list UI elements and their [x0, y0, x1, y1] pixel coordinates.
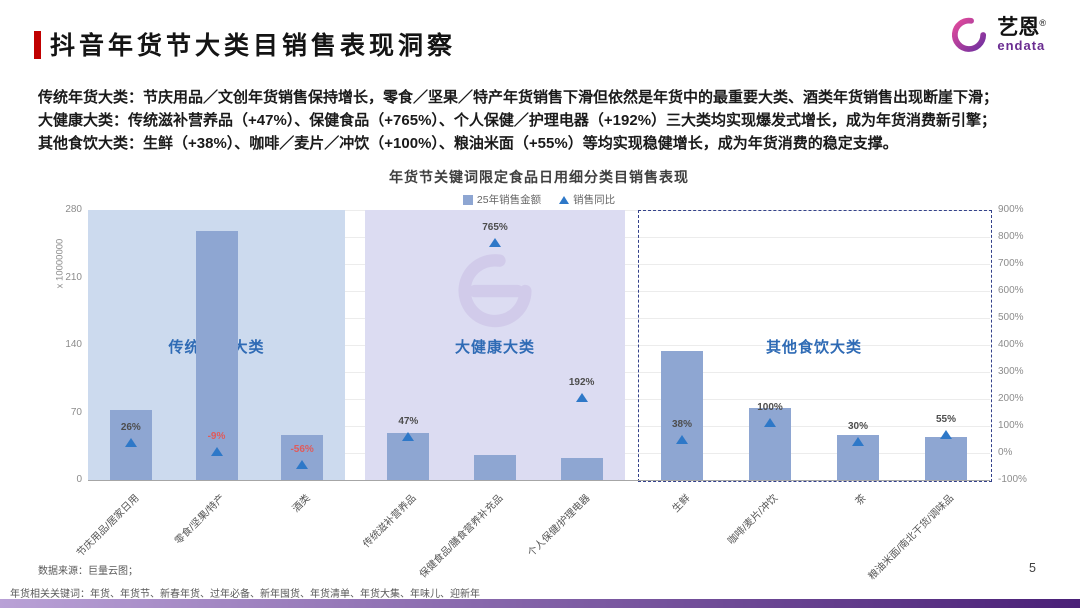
y-axis-right-tick-label: 600%	[998, 285, 1024, 296]
y-axis-left-tick-label: 210	[65, 271, 82, 283]
legend-label: 销售同比	[573, 194, 616, 206]
page-title: 抖音年货节大类目销售表现洞察	[50, 32, 457, 60]
y-axis-right-tick-label: 700%	[998, 258, 1024, 269]
yoy-triangle	[764, 418, 776, 427]
x-axis-label: 个人保健/护理电器	[525, 492, 593, 560]
legend-triangle-icon	[559, 195, 570, 204]
legend-label: 25年销售金额	[476, 194, 542, 206]
yoy-label: 192%	[568, 377, 595, 389]
yoy-label: 26%	[120, 421, 141, 433]
yoy-label: 38%	[671, 418, 692, 430]
x-axis-label: 生鲜	[670, 492, 693, 515]
yoy-label: 765%	[482, 222, 508, 234]
yoy-triangle	[210, 447, 223, 457]
keywords-note: 年货相关关键词：年货、年货节、新春年货、过年必备、新年囤货、年货清单、年货大集、…	[10, 589, 480, 600]
legend-bar-swatch-icon	[462, 194, 473, 205]
title-accent-bar	[34, 31, 41, 59]
x-axis-label: 保健食品/膳食营养补充品	[418, 492, 506, 581]
yoy-triangle	[575, 393, 588, 403]
yoy-triangle	[402, 432, 415, 442]
insight-lead: 传统年货大类：	[38, 89, 144, 106]
brand-logo: 艺恩® endata	[948, 14, 1046, 56]
data-source-note: 数据来源：巨量云图；	[38, 566, 138, 577]
legend-item-yoy: 销售同比	[559, 192, 615, 207]
y-axis-right-tick-label: 500%	[998, 312, 1024, 323]
yoy-label: -9%	[207, 431, 226, 443]
sales-bar	[195, 231, 238, 480]
x-axis-label: 茶	[853, 492, 869, 508]
insight-text: 节庆用品／文创年货销售保持增长，零食／坚果／特产年货销售下滑但依然是年货中的最重…	[143, 89, 999, 106]
logo-text: 艺恩® endata	[997, 17, 1046, 53]
x-axis-label: 零食/坚果/特产	[172, 492, 228, 547]
page-number: 5	[1029, 561, 1036, 575]
yoy-label: 47%	[398, 416, 419, 428]
registered-mark: ®	[1039, 18, 1046, 29]
sales-bar	[281, 434, 324, 480]
group-background-3	[638, 210, 992, 482]
insight-text: 传统滋补营养品（+47%）、保健食品（+765%）、个人保健／护理电器（+192…	[128, 112, 997, 129]
y-axis-left-tick-label: 70	[70, 406, 82, 418]
y-axis-right-tick-label: 900%	[998, 204, 1024, 215]
x-axis-label: 传统滋补营养品	[361, 492, 419, 551]
yoy-label: 30%	[847, 420, 868, 432]
bar-chart-plot: -100% 0% 100% 200% 300% 400% 500% 600% 700% 800% 9…	[55, 204, 1027, 582]
logo-sub-name: endata	[997, 38, 1046, 54]
y-axis-right-tick-label: 200%	[998, 393, 1024, 404]
insight-lead: 大健康大类：	[38, 112, 129, 129]
y-axis-right-tick-label: 0%	[998, 447, 1013, 458]
insight-lead: 其他食饮大类：	[38, 135, 144, 152]
x-axis-line	[88, 480, 990, 481]
y-axis-right-tick-label: 300%	[998, 366, 1024, 377]
x-axis-label: 酒类	[290, 492, 313, 515]
y-axis-right-tick-label: 400%	[998, 339, 1024, 350]
insight-line-traditional: 传统年货大类：节庆用品／文创年货销售保持增长，零食／坚果／特产年货销售下滑但依然…	[38, 86, 1050, 109]
yoy-triangle	[489, 238, 501, 248]
y-axis-left-tick-label: 280	[65, 204, 82, 215]
logo-brand-name: 艺恩®	[997, 16, 1046, 40]
y-axis-right-tick-label: 800%	[998, 231, 1024, 242]
y-axis-right-tick-label: 100%	[998, 420, 1024, 431]
x-axis-label: 咖啡/麦片/冲饮	[726, 492, 781, 547]
insights-block: 传统年货大类：节庆用品／文创年货销售保持增长，零食／坚果／特产年货销售下滑但依然…	[38, 86, 1050, 155]
x-axis-label: 粮油米面/南北干货/调味品	[867, 492, 957, 583]
y-axis-left-tick-label: 0	[76, 474, 82, 485]
sales-bar	[474, 454, 516, 480]
x-axis-label: 节庆用品/居家日用	[75, 492, 142, 560]
yoy-triangle	[940, 430, 952, 440]
yoy-label: -56%	[290, 444, 314, 456]
yoy-triangle	[676, 434, 688, 444]
chart-title: 年货节关键词限定食品日用细分类目销售表现	[389, 169, 689, 185]
chart-legend: 25年销售金额 销售同比	[88, 192, 990, 207]
yoy-triangle	[124, 437, 137, 447]
y-axis-left-tick-label: 140	[65, 339, 82, 350]
insight-line-health: 大健康大类：传统滋补营养品（+47%）、保健食品（+765%）、个人保健／护理电…	[38, 109, 1050, 132]
bottom-gradient-bar	[0, 599, 1080, 608]
sales-bar	[925, 436, 967, 480]
yoy-label: 55%	[935, 414, 956, 426]
sales-bar	[661, 350, 703, 480]
y-axis-right-tick-label: -100%	[998, 474, 1027, 485]
endata-logo-icon	[952, 17, 987, 52]
group-label: 大健康大类	[454, 339, 535, 356]
insight-line-other-food: 其他食饮大类：生鲜（+38%）、咖啡／麦片／冲饮（+100%）、粮油米面（+55…	[38, 132, 1050, 155]
legend-item-sales: 25年销售金额	[462, 192, 542, 207]
sales-bar	[560, 457, 603, 480]
yoy-triangle	[296, 460, 309, 470]
group-label: 其他食饮大类	[765, 339, 862, 356]
yoy-label: 100%	[757, 402, 783, 413]
insight-text: 生鲜（+38%）、咖啡／麦片／冲饮（+100%）、粮油米面（+55%）等均实现稳…	[143, 135, 898, 152]
yoy-triangle	[852, 436, 864, 446]
y-axis-unit-label: x 10000000	[54, 238, 66, 289]
